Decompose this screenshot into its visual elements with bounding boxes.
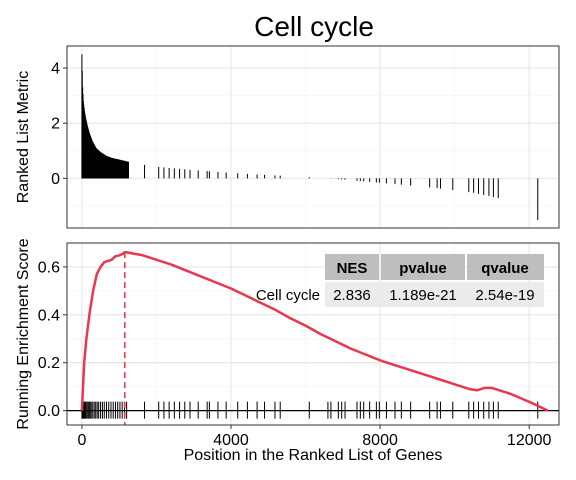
stats-header-pvalue-bg xyxy=(381,254,465,280)
gene-hit-marks xyxy=(81,401,539,419)
ranked-list-panel-border xyxy=(66,45,560,229)
stats-table: NES pvalue qvalue Cell cycle 2.836 1.189… xyxy=(256,254,544,307)
x-tick-label: 4000 xyxy=(213,432,249,449)
y-tick-label: 2 xyxy=(51,116,60,133)
chart-title: Cell cycle xyxy=(254,11,374,42)
stats-qvalue-value: 2.54e-19 xyxy=(475,287,534,304)
ranked-list-grid xyxy=(67,46,559,228)
y-tick-label: 0.2 xyxy=(38,355,60,372)
x-tick-label: 12000 xyxy=(507,432,552,449)
x-axis-label: Position in the Ranked List of Genes xyxy=(184,447,443,464)
stats-pvalue-value: 1.189e-21 xyxy=(389,287,457,304)
stats-header-nes: NES xyxy=(337,260,368,277)
y-tick-label: 0.6 xyxy=(38,259,60,276)
y-tick-label: 0.0 xyxy=(38,403,60,420)
y-tick-label: 0.4 xyxy=(38,307,60,324)
x-tick-label: 8000 xyxy=(362,432,398,449)
stats-nes-value: 2.836 xyxy=(333,287,371,304)
stats-header-qvalue: qvalue xyxy=(481,260,529,277)
stats-header-nes-bg xyxy=(325,254,379,280)
running-score-line xyxy=(80,250,549,412)
y-tick-label: 0 xyxy=(51,171,60,188)
x-tick-label: 0 xyxy=(77,432,86,449)
ranked-list-panel: 0 2 4 Ranked List Metric xyxy=(15,45,560,229)
ranked-list-bars xyxy=(81,54,539,220)
stats-header-qvalue-bg xyxy=(467,254,544,280)
running-score-path xyxy=(80,250,549,412)
ranked-list-y-label: Ranked List Metric xyxy=(15,71,32,204)
ranked-list-panel-background xyxy=(67,46,559,228)
enrichment-panel-border xyxy=(66,242,560,426)
stats-row-label: Cell cycle xyxy=(256,287,320,304)
enrichment-x-ticks: 0 4000 8000 12000 xyxy=(77,425,552,449)
ranked-list-y-ticks: 0 2 4 xyxy=(51,61,67,188)
enrichment-y-ticks: 0.0 0.2 0.4 0.6 xyxy=(38,259,67,420)
enrichment-panel: 0.0 0.2 0.4 0.6 0 4000 8000 12000 Running Enri… xyxy=(15,238,560,464)
stats-header-pvalue: pvalue xyxy=(399,260,447,277)
stats-row-bg xyxy=(325,282,544,307)
y-tick-label: 4 xyxy=(51,61,60,78)
enrichment-y-label: Running Enrichment Score xyxy=(15,238,32,429)
